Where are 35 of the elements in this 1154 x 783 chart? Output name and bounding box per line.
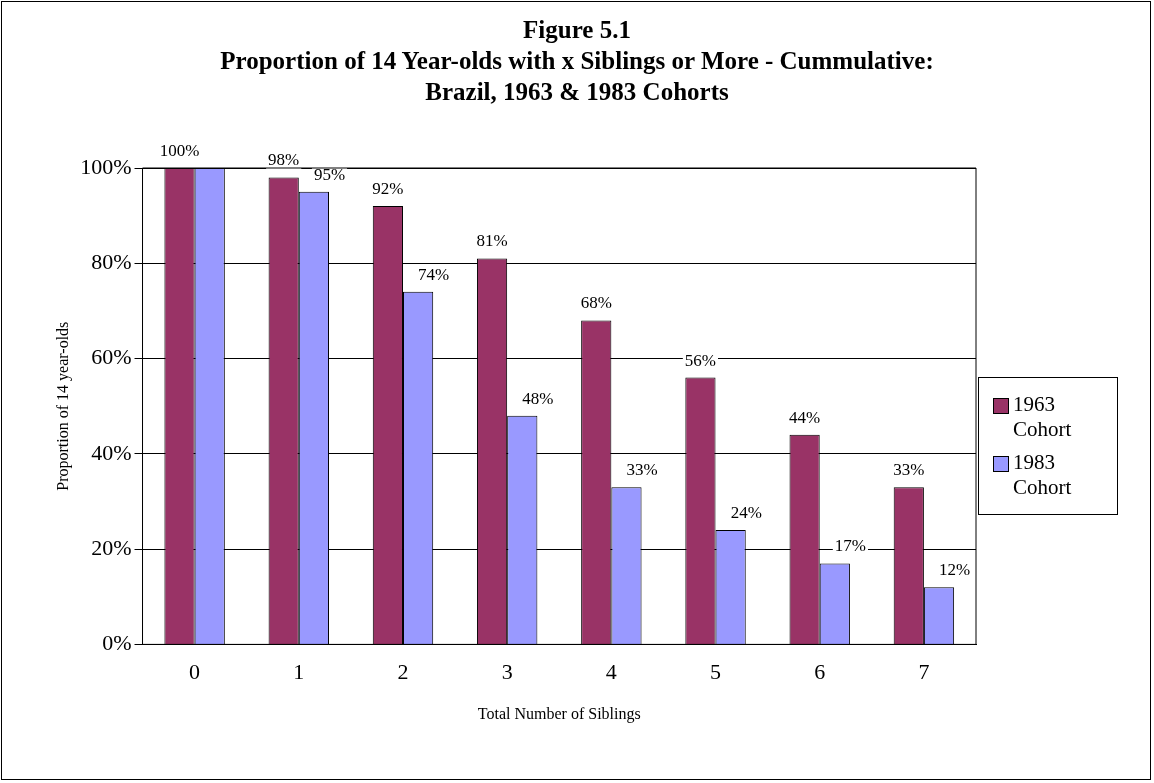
- chart-subtitle: Proportion of 14 Year-olds with x Siblings or More - Cummulative: Brazil, 1963 & 1983 Cohorts: [219, 46, 935, 107]
- y-axis-title: Proportion of 14 year-olds: [53, 321, 72, 491]
- x-axis-title: Total Number of Siblings: [477, 704, 641, 723]
- data-label: 48%: [522, 388, 554, 408]
- data-label: 56%: [684, 350, 717, 370]
- data-label: 44%: [789, 407, 821, 427]
- x-tick-label: 4: [605, 659, 617, 685]
- data-label: 95%: [313, 164, 346, 184]
- x-tick-label: 7: [918, 659, 930, 685]
- data-label: 98%: [268, 150, 300, 170]
- x-tick-label: 1: [293, 659, 305, 685]
- y-tick-label: 60%: [91, 344, 132, 370]
- y-tick-label: 80%: [91, 249, 132, 275]
- data-label: 24%: [730, 503, 762, 523]
- data-label: 92%: [372, 179, 404, 199]
- data-label: 100%: [159, 140, 200, 160]
- data-label: 12%: [939, 560, 971, 580]
- x-tick-label: 6: [814, 659, 826, 685]
- data-label: 33%: [626, 460, 658, 480]
- data-label: 81%: [476, 231, 508, 251]
- y-tick-label: 20%: [91, 534, 132, 560]
- chart-title: Figure 5.1: [522, 15, 632, 45]
- x-tick-label: 0: [189, 659, 201, 685]
- legend-label: 1983 Cohort: [1012, 450, 1073, 500]
- y-tick-label: 0%: [102, 630, 132, 656]
- y-tick-label: 100%: [80, 153, 132, 179]
- data-label: 74%: [418, 264, 450, 284]
- data-label: 68%: [580, 293, 612, 313]
- legend-label: 1963 Cohort: [1012, 392, 1073, 442]
- x-tick-label: 3: [501, 659, 513, 685]
- x-tick-label: 5: [710, 659, 722, 685]
- data-label: 17%: [834, 536, 866, 556]
- x-tick-label: 2: [397, 659, 409, 685]
- data-label: 33%: [893, 460, 925, 480]
- y-tick-label: 40%: [91, 439, 132, 465]
